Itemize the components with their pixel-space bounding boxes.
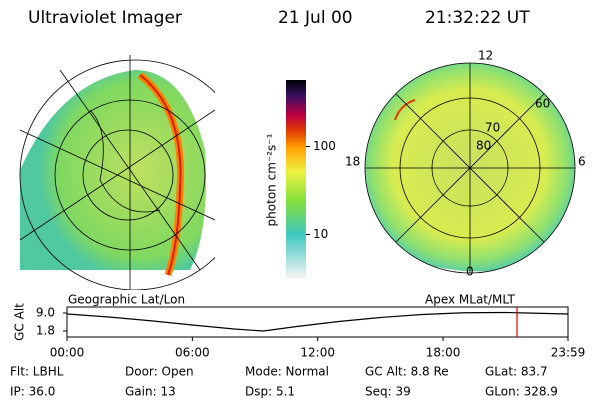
status-field: Dsp: 5.1 (245, 385, 295, 399)
mlat-label: 70 (485, 121, 500, 135)
status-field: GLon: 328.9 (485, 385, 558, 399)
panel-caption: Geographic Lat/Lon (68, 293, 185, 307)
y-tick-label: 9.0 (36, 306, 55, 320)
mlt-label: 12 (478, 49, 493, 63)
x-tick-label: 12:00 (300, 346, 335, 360)
altitude-line (66, 311, 569, 332)
plot-frame (66, 306, 569, 338)
x-tick-label: 00:00 (50, 346, 85, 360)
status-field: Mode: Normal (245, 365, 329, 379)
status-field: Door: Open (125, 365, 194, 379)
mlat-label: 80 (476, 139, 491, 153)
polar-grid (364, 62, 576, 274)
y-axis-label: GC Alt (13, 303, 27, 341)
status-field: GC Alt: 8.8 Re (365, 365, 449, 379)
geographic-image (19, 55, 215, 290)
status-field: Seq: 39 (365, 385, 411, 399)
panel-caption: Apex MLat/MLT (425, 293, 515, 307)
colorbar-tick-label: 10 (313, 227, 328, 241)
x-tick-label: 23:59 (551, 346, 586, 360)
title: Ultraviolet Imager (28, 8, 182, 28)
mlt-label: 0 (466, 265, 474, 279)
x-tick-label: 06:00 (175, 346, 210, 360)
colorbar (286, 80, 306, 278)
mlt-label: 6 (578, 155, 586, 169)
time: 21:32:22 UT (425, 8, 530, 28)
colorbar-label: photon cm⁻²s⁻¹ (265, 133, 279, 226)
y-tick-label: 1.8 (36, 324, 55, 338)
colorbar-tick-label: 100 (313, 139, 336, 153)
x-tick-label: 18:00 (426, 346, 461, 360)
status-field: IP: 36.0 (10, 385, 55, 399)
status-field: Flt: LBHL (10, 365, 64, 379)
status-field: GLat: 83.7 (485, 365, 548, 379)
mlt-label: 18 (345, 155, 360, 169)
mlat-label: 60 (535, 97, 550, 111)
date: 21 Jul 00 (278, 8, 353, 28)
status-field: Gain: 13 (125, 385, 176, 399)
